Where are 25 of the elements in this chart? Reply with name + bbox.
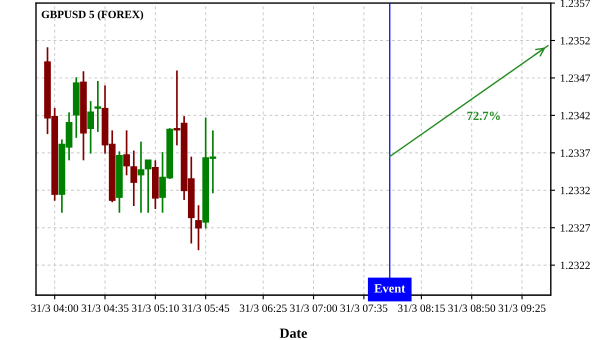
x-tick-label: 31/3 07:00 (290, 304, 338, 312)
x-tick-label: 31/3 04:00 (31, 304, 78, 312)
x-tick-label: 31/3 05:45 (182, 304, 230, 312)
y-tick-label: 1.2322 (560, 262, 590, 270)
y-tick-label: 1.2342 (560, 112, 590, 120)
candlestick (195, 204, 202, 252)
y-tick-label: 1.2357 (560, 0, 590, 8)
annotation: 72.7% (467, 112, 500, 120)
x-tick-label: 31/3 09:25 (498, 304, 546, 312)
x-tick-label: 31/3 07:35 (340, 304, 388, 312)
y-tick-label: 1.2327 (560, 224, 590, 232)
y-tick-label: 1.2347 (560, 74, 590, 82)
x-tick-label: 31/3 08:15 (398, 304, 445, 312)
y-tick-label: 1.2337 (560, 149, 590, 157)
y-tick-label: 1.2332 (560, 186, 590, 194)
text: GBPUSD 5 (FOREX) (42, 10, 144, 20)
x-axis-title: Date (280, 328, 307, 338)
x-tick-label: 31/3 04:35 (82, 304, 129, 312)
x-tick-label: 31/3 06:25 (240, 304, 287, 312)
candlestick (87, 100, 94, 154)
ref-line-label: Event (374, 284, 406, 293)
y-tick-label: 1.2352 (560, 37, 590, 45)
candlestick (94, 80, 102, 133)
x-tick-label: 31/3 05:10 (132, 304, 179, 312)
x-tick-label: 31/3 08:50 (448, 304, 496, 312)
